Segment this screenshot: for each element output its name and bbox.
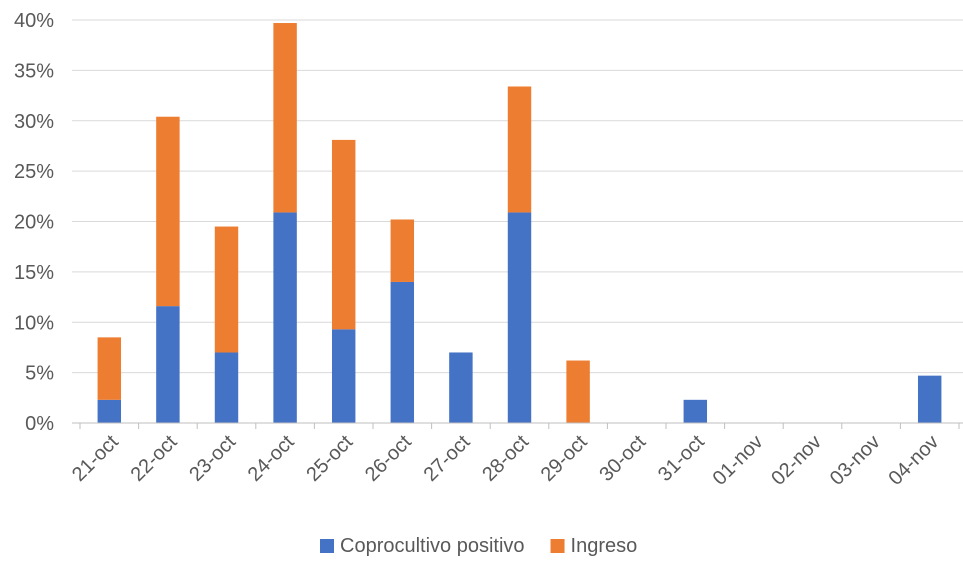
x-tick-label: 25-oct	[302, 431, 357, 486]
x-tick-label: 04-nov	[884, 431, 943, 490]
bar-coprocultivo-positivo-21-oct	[97, 399, 122, 423]
bar-coprocultivo-positivo-04-nov	[917, 375, 942, 423]
bar-coprocultivo-positivo-28-oct	[507, 212, 532, 423]
y-tick-label: 30%	[14, 111, 54, 133]
x-tick-label: 31-oct	[654, 431, 709, 486]
y-tick-label: 10%	[14, 312, 54, 334]
legend-label-coprocultivo-positivo: Coprocultivo positivo	[340, 535, 525, 557]
bar-coprocultivo-positivo-23-oct	[214, 352, 239, 423]
bar-coprocultivo-positivo-25-oct	[331, 329, 356, 423]
bar-ingreso-29-oct	[566, 360, 590, 423]
legend: Coprocultivo positivo Ingreso	[320, 535, 637, 557]
legend-label-ingreso: Ingreso	[571, 535, 638, 557]
x-tick-label: 28-oct	[478, 431, 533, 486]
x-tick-label: 02-nov	[767, 431, 826, 490]
x-tick-label: 21-oct	[68, 431, 123, 486]
bar-ingreso-22-oct	[156, 116, 180, 307]
bars	[97, 23, 942, 423]
bar-ingreso-23-oct	[214, 226, 239, 353]
bar-ingreso-28-oct	[507, 86, 532, 213]
x-tick-label: 22-oct	[127, 431, 182, 486]
x-tick-label: 03-nov	[826, 431, 885, 490]
x-tick-label: 26-oct	[361, 431, 416, 486]
legend-swatch-ingreso	[550, 539, 565, 553]
x-tick-label: 30-oct	[595, 431, 650, 486]
y-tick-label: 15%	[14, 262, 54, 284]
y-tick-label: 20%	[14, 212, 54, 234]
x-tick-label: 23-oct	[185, 431, 240, 486]
bar-coprocultivo-positivo-27-oct	[449, 352, 473, 423]
y-tick-label: 5%	[25, 363, 54, 385]
bar-coprocultivo-positivo-31-oct	[683, 399, 708, 423]
x-tick-label: 24-oct	[244, 431, 299, 486]
y-tick-label: 35%	[14, 60, 54, 82]
bar-ingreso-24-oct	[273, 23, 297, 213]
bar-ingreso-21-oct	[97, 337, 122, 400]
bar-ingreso-25-oct	[331, 139, 356, 330]
y-tick-label: 25%	[14, 161, 54, 183]
bar-ingreso-26-oct	[390, 219, 415, 282]
legend-swatch-coprocultivo-positivo	[320, 539, 334, 553]
x-tick-label: 01-nov	[709, 431, 768, 490]
y-tick-label: 0%	[25, 413, 54, 435]
x-tick-label: 29-oct	[537, 431, 592, 486]
bar-coprocultivo-positivo-22-oct	[156, 306, 180, 423]
bar-coprocultivo-positivo-24-oct	[273, 212, 297, 423]
y-tick-label: 40%	[14, 10, 54, 32]
bar-coprocultivo-positivo-26-oct	[390, 281, 415, 423]
x-tick-label: 27-oct	[420, 431, 475, 486]
